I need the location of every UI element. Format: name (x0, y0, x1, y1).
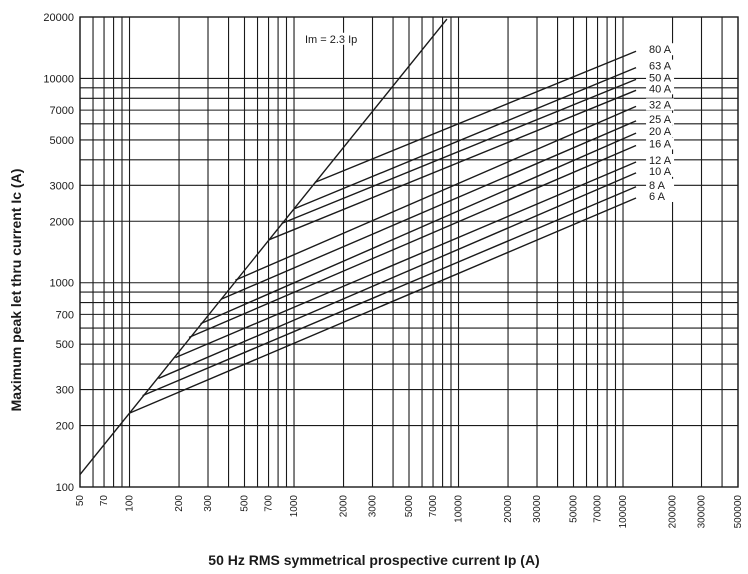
x-tick-label: 3000 (368, 495, 379, 518)
series-label: 12 A (649, 155, 672, 167)
series-label: 16 A (649, 138, 672, 150)
y-tick-label: 300 (56, 385, 74, 397)
x-tick-label: 300 (203, 495, 214, 512)
series-label: 80 A (649, 44, 672, 56)
y-tick-label: 200 (56, 421, 74, 433)
series-label-bg (646, 71, 675, 84)
x-tick-label: 70000 (593, 495, 604, 523)
series-line (200, 132, 637, 325)
series-label: 8 A (649, 180, 666, 192)
x-tick-label: 5000 (404, 495, 415, 518)
series-label-bg (646, 189, 675, 202)
series-line (268, 89, 637, 241)
x-tick-label: 700 (264, 495, 275, 512)
y-tick-label: 7000 (50, 105, 74, 117)
series-line (129, 197, 637, 414)
x-tick-label: 70 (99, 495, 110, 507)
series-line (188, 144, 637, 339)
x-tick-label: 30000 (532, 495, 543, 523)
x-tick-label: 500000 (733, 495, 744, 529)
y-tick-label: 20000 (43, 12, 74, 24)
grid (79, 16, 739, 488)
series-label-bg (646, 154, 675, 167)
plot-frame (79, 16, 739, 488)
x-tick-label: 200000 (668, 495, 679, 529)
x-tick-label: 300000 (697, 495, 708, 529)
series-label-bg (646, 125, 675, 138)
limit-line-group: Im = 2.3 Ip (79, 18, 448, 476)
series-label: 25 A (649, 114, 672, 126)
series-label-bg (646, 82, 675, 95)
limit-annotation: Im = 2.3 Ip (305, 34, 357, 46)
y-tick-label: 10000 (43, 73, 74, 85)
x-tick-label: 1000 (289, 495, 300, 518)
y-tick-label: 3000 (50, 180, 74, 192)
y-tick-label: 500 (56, 339, 74, 351)
series-label: 20 A (649, 126, 672, 138)
tick-labels: 50 70 100 200 300 500 700 1000 2000 3000 5000 7000 1… (43, 12, 744, 528)
series-line (220, 120, 637, 300)
series-label: 50 A (649, 72, 672, 84)
series-label: 6 A (649, 191, 666, 203)
series-line (175, 161, 637, 359)
series-label-bg (646, 59, 675, 72)
y-tick-label: 2000 (50, 216, 74, 228)
series-label-bg (646, 112, 675, 125)
x-tick-label: 7000 (428, 495, 439, 518)
x-tick-label: 10000 (454, 495, 465, 523)
x-tick-label: 100 (125, 495, 136, 512)
x-tick-label: 200 (174, 495, 185, 512)
series-label: 40 A (649, 83, 672, 95)
series-label: 63 A (649, 61, 672, 73)
series-line (281, 78, 637, 225)
annotation-bg (302, 32, 368, 45)
series-label-bg (646, 98, 675, 111)
series-label: 10 A (649, 166, 672, 178)
series-line (314, 50, 637, 184)
series-label-bg (646, 164, 675, 177)
limit-line (79, 18, 448, 476)
series-line (235, 105, 637, 281)
x-tick-label: 20000 (503, 495, 514, 523)
y-tick-label: 100 (56, 482, 74, 494)
series-label: 32 A (649, 99, 672, 111)
y-tick-label: 700 (56, 309, 74, 321)
series-line (158, 172, 637, 380)
series-line (293, 66, 637, 210)
series-labels: 80 A 63 A50 A40 A 32 A 25 A20 A16 A 12 A10 A… (646, 43, 675, 203)
x-tick-label: 50 (75, 495, 86, 507)
series-label-bg (646, 178, 675, 191)
x-tick-label: 50000 (569, 495, 580, 523)
y-tick-label: 1000 (50, 278, 74, 290)
series-label-bg (646, 43, 675, 56)
series-line (142, 186, 637, 397)
x-tick-label: 500 (240, 495, 251, 512)
x-tick-label: 2000 (339, 495, 350, 518)
y-tick-label: 5000 (50, 135, 74, 147)
series-group (129, 50, 637, 414)
x-tick-label: 100000 (618, 495, 629, 529)
y-axis-title: Maximum peak let thru current Ic (A) (8, 168, 24, 412)
series-label-bg (646, 137, 675, 150)
x-axis-title: 50 Hz RMS symmetrical prospective curren… (208, 552, 540, 568)
